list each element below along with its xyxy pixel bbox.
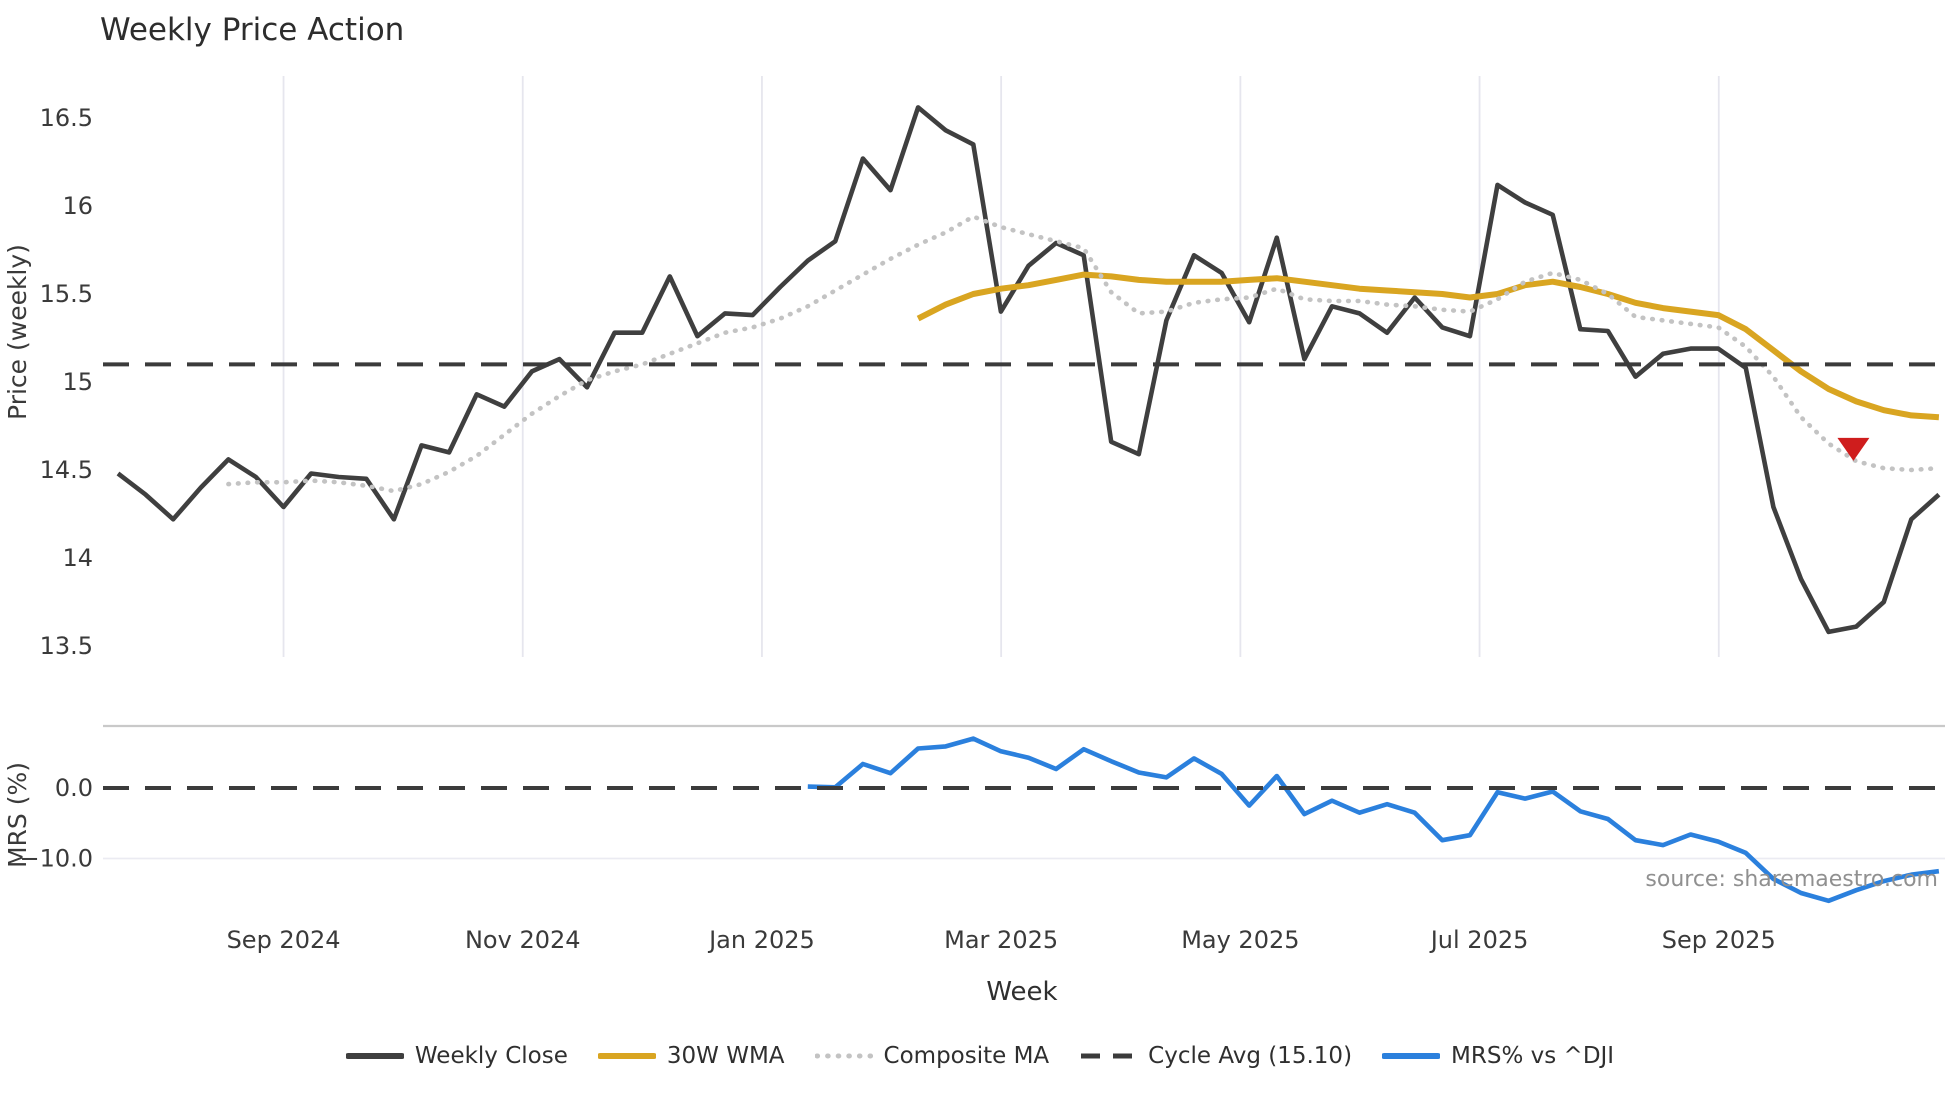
legend-item-mrs-vs-dji: MRS% vs ^DJI (1382, 1042, 1615, 1069)
series-layer (103, 105, 1945, 904)
chart-title: Weekly Price Action (100, 12, 404, 48)
legend-swatch-solid-icon (597, 1053, 656, 1059)
xtick-label: Jul 2025 (1429, 926, 1529, 954)
sell-signal-marker-icon (1837, 437, 1870, 461)
legend-swatch-solid-icon (1382, 1053, 1441, 1059)
legend-label: Composite MA (883, 1042, 1050, 1069)
xtick-label: Mar 2025 (944, 926, 1058, 954)
mrs-ytick-label: −10.0 (19, 845, 93, 873)
legend-label: 30W WMA (666, 1042, 785, 1069)
legend-label: Weekly Close (414, 1042, 568, 1069)
legend-item-weekly-close: Weekly Close (345, 1042, 568, 1069)
mrs-vs-dji-line (807, 736, 1940, 904)
xtick-label: Sep 2025 (1662, 926, 1776, 954)
price-ytick-label: 13.5 (40, 632, 93, 660)
price-ytick-label: 15 (62, 368, 93, 396)
legend-label: Cycle Avg (15.10) (1148, 1042, 1353, 1069)
xtick-label: Sep 2024 (227, 926, 341, 954)
xtick-label: Nov 2024 (465, 926, 581, 954)
tick-layer: 16.5 16 15.5 15 14.5 14 13.5 0.0 −10.0 Sep 2024 No… (19, 104, 1775, 954)
legend-label: MRS% vs ^DJI (1451, 1042, 1615, 1069)
composite-ma-line (226, 214, 1942, 494)
grid-layer (103, 76, 1945, 860)
price-ytick-label: 14 (62, 544, 93, 572)
xtick-label: May 2025 (1181, 926, 1299, 954)
legend-item-30w-wma: 30W WMA (597, 1042, 785, 1069)
xtick-label: Jan 2025 (707, 926, 815, 954)
weekly-close-line (116, 105, 1941, 635)
chart-legend: Weekly Close 30W WMA Composite MA Cycle Avg… (0, 1032, 1960, 1080)
legend-item-composite-ma: Composite MA (814, 1042, 1050, 1069)
price-ytick-label: 16 (62, 192, 93, 220)
legend-swatch-solid-icon (345, 1053, 404, 1059)
legend-swatch-dashed-icon (1081, 1053, 1136, 1059)
legend-swatch-dotted-icon (814, 1053, 873, 1059)
x-axis-label: Week (986, 977, 1057, 1007)
price-ytick-label: 16.5 (40, 104, 93, 132)
price-ytick-label: 15.5 (40, 280, 93, 308)
mrs-axis-label: MRS (%) (3, 762, 32, 868)
mrs-ytick-label: 0.0 (55, 774, 93, 802)
30w-wma-line (916, 271, 1940, 421)
price-ytick-label: 14.5 (40, 456, 93, 484)
legend-item-cycle-avg-15-10: Cycle Avg (15.10) (1079, 1042, 1353, 1069)
source-note: source: sharemaestro.com (1645, 867, 1938, 892)
price-axis-label: Price (weekly) (3, 244, 32, 420)
